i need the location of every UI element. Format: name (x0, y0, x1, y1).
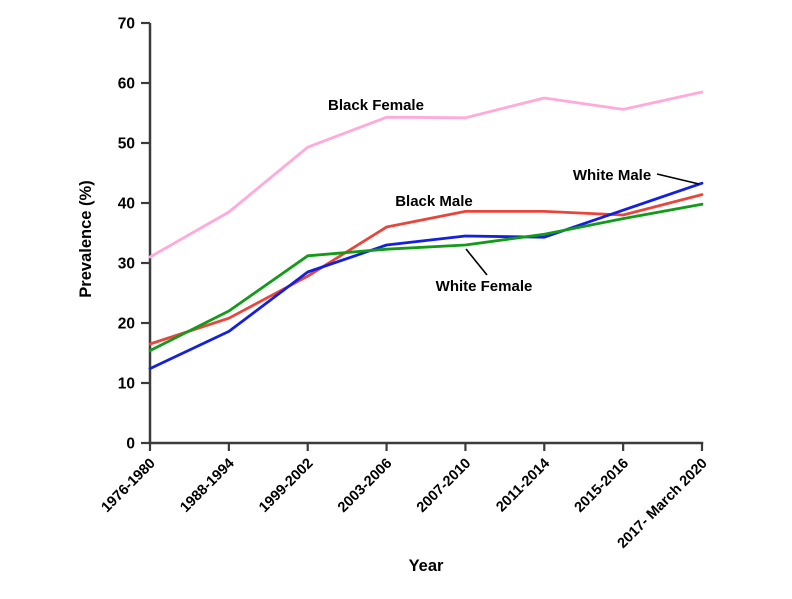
series-label-black-female: Black Female (328, 97, 424, 114)
series-line-black-male (148, 193, 704, 346)
x-tick-label-1999-2002: 1999-2002 (256, 456, 316, 516)
y-tick-label-0: 0 (126, 436, 135, 453)
y-axis-title: Prevalence (%) (77, 180, 95, 297)
axes (148, 23, 704, 445)
series-lines (148, 90, 704, 371)
y-tick-label-10: 10 (118, 376, 135, 393)
series-label-white-female: White Female (436, 278, 533, 295)
series-label-black-male: Black Male (395, 193, 473, 210)
y-tick-label-50: 50 (118, 136, 135, 153)
series-line-white-female (148, 202, 704, 353)
tick-marks-and-labels: 0 10 20 30 40 50 60 70 1976-1980 1988-1994 1999-20… (98, 16, 710, 552)
annotation-leader-white-male (656, 173, 700, 185)
y-tick-label-60: 60 (118, 76, 135, 93)
x-tick-label-2015-2016: 2015-2016 (572, 456, 632, 516)
annotation-leader-white-female (465, 248, 488, 276)
x-tick-label-2011-2014: 2011-2014 (493, 456, 553, 516)
x-axis-title: Year (409, 557, 444, 575)
x-tick-label-2017-march-2020: 2017- March 2020 (615, 456, 711, 552)
y-tick-label-30: 30 (118, 256, 135, 273)
series-annotations: Black Female Black Male White Male White Fe… (328, 97, 700, 295)
y-tick-label-70: 70 (118, 16, 135, 33)
x-tick-label-2003-2006: 2003-2006 (335, 456, 395, 516)
series-label-white-male: White Male (573, 167, 651, 184)
series-line-black-female (148, 90, 704, 259)
x-tick-label-1988-1994: 1988-1994 (177, 456, 237, 516)
y-tick-label-40: 40 (118, 196, 135, 213)
y-tick-label-20: 20 (118, 316, 135, 333)
x-tick-label-2007-2010: 2007-2010 (414, 456, 474, 516)
series-line-white-male (148, 181, 704, 371)
x-tick-label-1976-1980: 1976-1980 (98, 456, 158, 516)
